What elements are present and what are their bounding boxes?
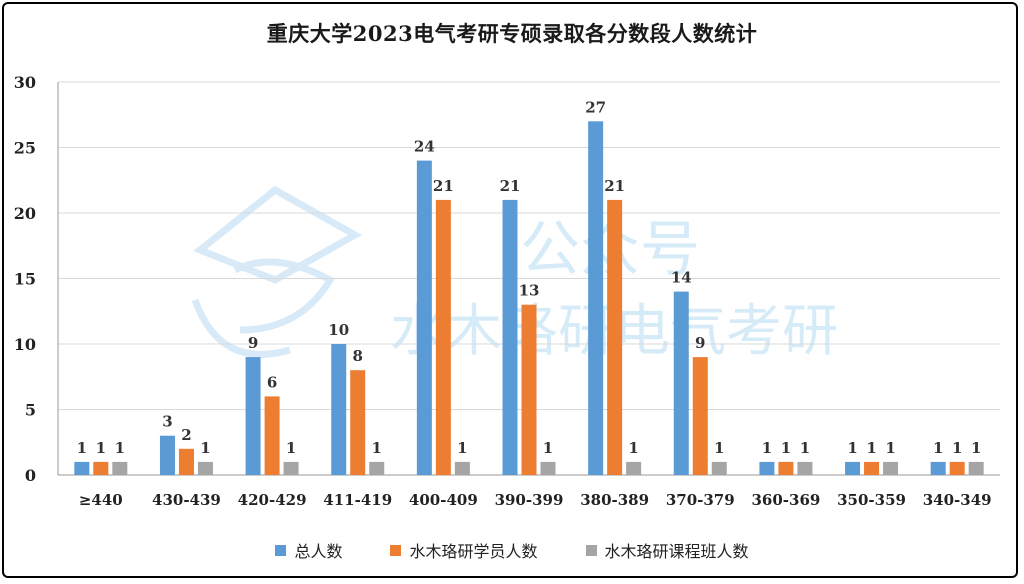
bar — [673, 291, 689, 475]
y-tick-label: 5 — [25, 401, 36, 420]
x-tick-label: 370-379 — [666, 491, 735, 509]
legend-label-course: 水木珞研课程班人数 — [604, 542, 749, 561]
x-tick-label: 360-369 — [751, 491, 820, 509]
x-tick-label: 340-349 — [923, 491, 992, 509]
y-tick-label: 0 — [25, 466, 36, 485]
bar — [883, 461, 899, 475]
data-label: 1 — [628, 439, 638, 457]
bar — [264, 396, 280, 475]
x-tick-label: 380-389 — [580, 491, 649, 509]
data-label: 1 — [800, 439, 810, 457]
bar — [369, 461, 385, 475]
bar — [435, 199, 451, 475]
bar — [416, 160, 432, 475]
bar — [74, 461, 90, 475]
legend-item-course: 水木珞研课程班人数 — [585, 538, 749, 562]
data-label: 1 — [457, 439, 467, 457]
x-tick-label: 400-409 — [409, 491, 478, 509]
legend: 总人数 水木珞研学员人数 水木珞研课程班人数 — [0, 538, 1024, 562]
data-label: 1 — [96, 439, 106, 457]
data-label: 1 — [543, 439, 553, 457]
y-tick-label: 25 — [14, 139, 36, 158]
bar — [930, 461, 946, 475]
bar — [283, 461, 299, 475]
bar — [864, 461, 880, 475]
data-label: 14 — [671, 269, 692, 287]
bar — [521, 304, 537, 475]
data-label: 1 — [847, 439, 857, 457]
legend-swatch-students — [390, 544, 402, 556]
x-tick-label: 350-359 — [837, 491, 906, 509]
data-label: 1 — [77, 439, 87, 457]
data-label: 21 — [433, 177, 454, 195]
bar — [626, 461, 642, 475]
legend-swatch-total — [275, 544, 287, 556]
x-tick-label: 390-399 — [495, 491, 564, 509]
legend-label-students: 水木珞研学员人数 — [409, 542, 538, 561]
bar — [759, 461, 775, 475]
bar — [692, 357, 708, 475]
data-label: 3 — [162, 413, 172, 431]
bar — [178, 448, 194, 475]
data-label: 1 — [372, 439, 382, 457]
bar — [949, 461, 965, 475]
data-label: 1 — [866, 439, 876, 457]
bar — [968, 461, 984, 475]
legend-label-total: 总人数 — [294, 542, 343, 561]
data-label: 21 — [604, 177, 625, 195]
data-label: 9 — [695, 334, 705, 352]
data-label: 1 — [933, 439, 943, 457]
data-label: 13 — [519, 282, 540, 300]
bar — [454, 461, 470, 475]
legend-item-students: 水木珞研学员人数 — [390, 538, 538, 562]
data-label: 1 — [952, 439, 962, 457]
y-tick-label: 10 — [14, 335, 36, 354]
bar — [350, 370, 366, 475]
data-label: 6 — [267, 373, 277, 391]
y-tick-label: 30 — [14, 73, 36, 92]
data-label: 24 — [414, 138, 435, 156]
bar — [588, 121, 604, 476]
bar — [331, 344, 347, 475]
bar — [93, 461, 109, 475]
bar — [797, 461, 813, 475]
data-label: 1 — [714, 439, 724, 457]
bar — [197, 461, 213, 475]
bar — [845, 461, 861, 475]
data-label: 21 — [500, 177, 521, 195]
legend-swatch-course — [585, 544, 597, 556]
y-tick-label: 15 — [14, 270, 36, 289]
x-tick-label: 430-439 — [152, 491, 221, 509]
x-tick-label: 420-429 — [238, 491, 307, 509]
data-label: 1 — [971, 439, 981, 457]
data-label: 1 — [781, 439, 791, 457]
data-label: 1 — [885, 439, 895, 457]
x-tick-label: 411-419 — [323, 491, 392, 509]
data-label: 1 — [762, 439, 772, 457]
bar — [778, 461, 794, 475]
bar — [540, 461, 556, 475]
data-label: 2 — [181, 426, 191, 444]
legend-item-total: 总人数 — [275, 538, 342, 562]
data-label: 1 — [286, 439, 296, 457]
data-label: 1 — [200, 439, 210, 457]
bar — [159, 435, 175, 475]
y-tick-label: 20 — [14, 204, 36, 223]
bar — [607, 199, 623, 475]
bar — [711, 461, 727, 475]
bar — [112, 461, 128, 475]
data-label: 8 — [353, 347, 363, 365]
data-label: 10 — [328, 321, 349, 339]
bar — [502, 199, 518, 475]
chart-title: 重庆大学2023电气考研专硕录取各分数段人数统计 — [266, 21, 758, 46]
x-tick-label: ≥440 — [79, 491, 123, 509]
data-label: 27 — [585, 98, 606, 116]
bar — [245, 357, 261, 475]
data-label: 1 — [115, 439, 125, 457]
data-label: 9 — [248, 334, 258, 352]
